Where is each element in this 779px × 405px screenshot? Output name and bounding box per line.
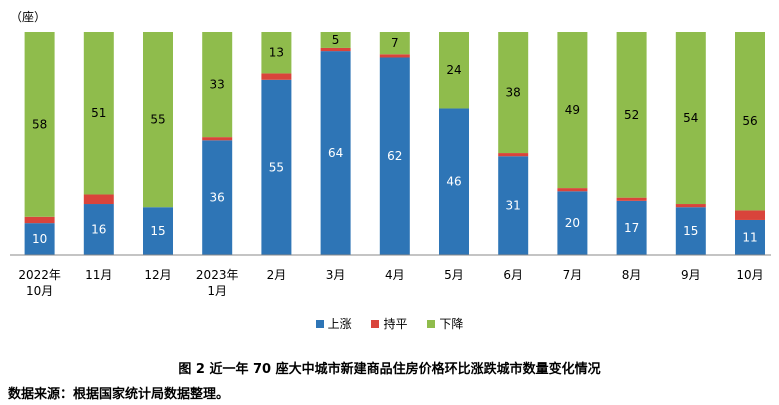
unit-label: （座） <box>10 10 47 24</box>
value-label-fall-11: 54 <box>683 111 698 125</box>
x-tick-label-2-0: 12月 <box>144 268 171 282</box>
data-source-note: 数据来源：根据国家统计局数据整理。 <box>8 387 230 402</box>
bar-flat-6 <box>379 54 410 58</box>
bar-fall-1 <box>83 32 114 195</box>
stacked-bar-chart: 1025816351150553613355213641562174602431… <box>10 32 771 298</box>
bar-flat-0 <box>24 216 55 224</box>
value-label-rise-1: 16 <box>91 223 106 237</box>
legend-swatch-fall <box>427 320 436 328</box>
value-label-rise-0: 10 <box>32 232 47 246</box>
bar-fall-3 <box>202 32 233 138</box>
legend-label-fall: 下降 <box>439 317 464 331</box>
bar-flat-12 <box>735 210 765 220</box>
value-label-rise-5: 64 <box>328 146 343 160</box>
bar-flat-4 <box>261 73 292 80</box>
legend: 上涨 持平 下降 <box>0 315 779 332</box>
x-tick-label-5-0: 3月 <box>326 268 346 282</box>
legend-swatch-rise <box>315 320 324 328</box>
value-label-rise-7: 46 <box>446 175 461 189</box>
x-tick-label-12-0: 10月 <box>736 268 763 282</box>
legend-item-fall: 下降 <box>427 315 463 332</box>
bar-fall-12 <box>735 32 765 211</box>
bar-fall-9 <box>557 32 588 189</box>
x-tick-label-3-1: 1月 <box>207 284 227 298</box>
value-label-fall-4: 13 <box>269 46 284 60</box>
x-tick-label-9-0: 7月 <box>563 268 583 282</box>
x-tick-label-11-0: 9月 <box>681 268 701 282</box>
bar-rise-4 <box>261 79 292 256</box>
bar-fall-8 <box>498 32 529 154</box>
value-label-fall-2: 55 <box>150 113 165 127</box>
legend-item-flat: 持平 <box>371 315 408 332</box>
x-tick-label-3-0: 2023年 <box>196 268 239 282</box>
bar-rise-6 <box>379 57 410 255</box>
x-tick-label-7-0: 5月 <box>444 268 464 282</box>
value-label-fall-1: 51 <box>91 106 106 120</box>
bar-rise-9 <box>557 191 588 255</box>
bar-flat-3 <box>202 137 233 141</box>
bar-fall-4 <box>261 32 292 74</box>
value-label-fall-8: 38 <box>506 86 521 100</box>
value-label-fall-0: 58 <box>32 117 47 131</box>
value-label-rise-2: 15 <box>150 224 165 238</box>
bar-fall-6 <box>379 32 410 55</box>
value-label-rise-10: 17 <box>624 221 639 235</box>
value-label-fall-6: 7 <box>391 36 399 50</box>
value-label-fall-10: 52 <box>624 108 639 122</box>
bars-layer: 1025816351150553613355213641562174602431… <box>24 32 765 256</box>
x-tick-label-10-0: 8月 <box>622 268 642 282</box>
value-label-fall-7: 24 <box>446 63 461 77</box>
bar-rise-1 <box>83 204 114 255</box>
value-label-rise-6: 62 <box>387 149 402 163</box>
x-tick-label-1-0: 11月 <box>85 268 112 282</box>
bar-flat-5 <box>320 47 351 52</box>
value-label-fall-3: 33 <box>210 78 225 92</box>
value-label-rise-9: 20 <box>565 216 580 230</box>
bar-fall-10 <box>616 32 647 198</box>
legend-label-flat: 持平 <box>383 317 408 331</box>
x-tick-label-0-0: 2022年 <box>18 268 61 282</box>
value-label-fall-5: 5 <box>332 33 340 47</box>
bar-flat-10 <box>616 197 647 201</box>
legend-label-rise: 上涨 <box>327 317 352 331</box>
value-label-rise-4: 55 <box>269 160 284 174</box>
bar-fall-7 <box>439 32 469 109</box>
x-tick-label-0-1: 10月 <box>26 284 53 298</box>
bar-fall-11 <box>675 32 706 205</box>
bar-rise-7 <box>439 108 469 255</box>
x-tick-label-6-0: 4月 <box>385 268 405 282</box>
value-label-rise-3: 36 <box>210 191 225 205</box>
bar-rise-11 <box>675 207 706 255</box>
x-tick-label-8-0: 6月 <box>503 268 523 282</box>
x-tick-labels: 2022年 10月 11月 12月 2023年 1月 2月 3月 4月 5月 6月 7月 8月 9月 10月 <box>18 268 763 298</box>
x-tick-label-4-0: 2月 <box>267 268 287 282</box>
bar-rise-3 <box>202 140 233 255</box>
bar-flat-1 <box>83 194 114 205</box>
figure-caption: 图 2 近一年 70 座大中城市新建商品住房价格环比涨跌城市数量变化情况 <box>178 362 601 377</box>
bar-flat-8 <box>498 153 529 157</box>
legend-swatch-flat <box>371 320 380 328</box>
bar-flat-9 <box>557 188 588 192</box>
bar-fall-5 <box>320 32 351 48</box>
bar-rise-12 <box>735 219 765 255</box>
value-label-rise-11: 15 <box>683 224 698 238</box>
legend-item-rise: 上涨 <box>315 315 352 332</box>
bar-rise-5 <box>320 51 351 255</box>
bar-fall-0 <box>24 32 55 217</box>
bar-rise-10 <box>616 200 647 255</box>
bar-flat-11 <box>675 204 706 208</box>
bar-fall-2 <box>143 32 173 208</box>
bar-rise-8 <box>498 156 529 255</box>
value-label-fall-9: 49 <box>565 103 580 117</box>
value-label-rise-12: 11 <box>742 230 757 244</box>
value-label-rise-8: 31 <box>506 199 521 213</box>
value-label-fall-12: 56 <box>742 114 757 128</box>
bar-rise-2 <box>143 207 173 255</box>
bar-rise-0 <box>24 223 55 255</box>
